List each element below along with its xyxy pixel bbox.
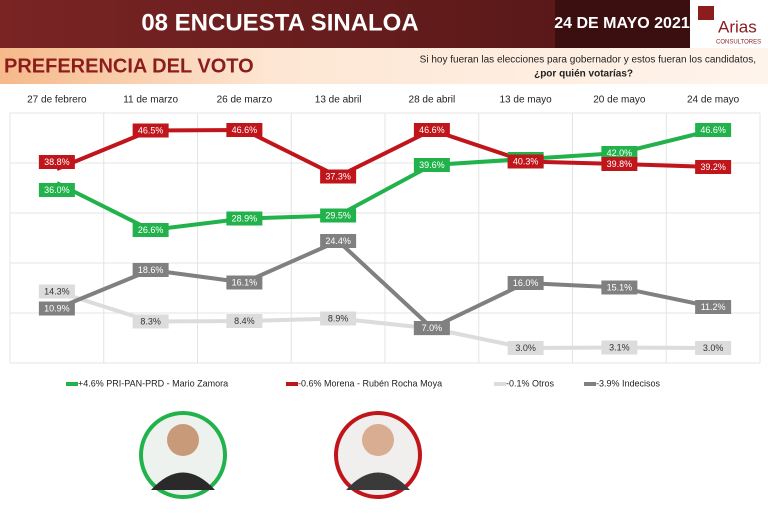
data-label: 39.6%: [419, 160, 445, 170]
legend-label: -3.9% Indecisos: [596, 378, 661, 388]
data-label-box: [601, 146, 638, 160]
x-tick-label: 27 de febrero: [27, 95, 87, 106]
header-title: 08 ENCUESTA SINALOA: [141, 9, 418, 36]
data-label-box: [413, 321, 450, 335]
data-label: 8.4%: [234, 316, 255, 326]
data-label: 10.9%: [44, 303, 70, 313]
data-label: 26.6%: [138, 225, 164, 235]
data-label: 46.6%: [700, 125, 726, 135]
photo-body: [346, 472, 410, 490]
question-line2: ¿por quién votarías?: [534, 69, 633, 80]
subheader-title: PREFERENCIA DEL VOTO: [4, 55, 254, 77]
data-label: 24.4%: [325, 236, 351, 246]
data-label: 14.3%: [44, 286, 70, 296]
data-label-box: [226, 211, 263, 226]
x-tick-label: 20 de mayo: [593, 95, 646, 106]
x-tick-label: 13 de mayo: [499, 95, 552, 106]
data-label-box: [132, 263, 169, 277]
data-label-box: [320, 311, 357, 326]
data-label-box: [38, 284, 75, 299]
data-label: 16.0%: [513, 278, 539, 288]
data-label-box: [413, 158, 450, 172]
header-date: 24 DE MAYO 2021: [554, 15, 690, 32]
chart: 27 de febrero 11 de marzo 26 de marzo 13 de…: [9, 95, 761, 388]
logo-subtext: CONSULTORES: [716, 40, 761, 46]
data-label-box: [507, 154, 544, 169]
logo-icon: [698, 6, 714, 20]
data-label: 8.3%: [140, 316, 161, 326]
legend-label: -0.1% Otros: [506, 378, 555, 388]
data-label: 3.0%: [703, 343, 724, 353]
data-label: 37.3%: [325, 171, 351, 181]
data-label-box: [132, 123, 169, 138]
data-label-box: [132, 223, 169, 237]
x-tick-label: 26 de marzo: [217, 95, 273, 106]
data-label-box: [601, 280, 638, 295]
question-line1: Si hoy fueran las elecciones para gobern…: [420, 55, 756, 66]
data-label: 39.2%: [700, 162, 726, 172]
data-label-box: [413, 123, 450, 137]
x-tick-label: 11 de marzo: [123, 95, 178, 106]
data-label-box: [320, 234, 357, 248]
data-label: 39.8%: [607, 159, 633, 169]
data-label-box: [226, 275, 263, 290]
subheader-band: [0, 48, 768, 84]
x-tick-label: 28 de abril: [409, 95, 456, 106]
data-label-box: [38, 155, 75, 169]
data-label-box: [695, 123, 732, 137]
data-label-box: [507, 341, 544, 355]
photo-body: [151, 472, 215, 490]
data-label: 36.0%: [44, 185, 70, 195]
x-tick-label: 24 de mayo: [687, 95, 740, 106]
data-label: 11.2%: [701, 302, 726, 312]
data-label: 29.5%: [325, 210, 351, 220]
data-label: 7.0%: [422, 323, 443, 333]
data-label-box: [320, 208, 357, 223]
data-label: 46.6%: [419, 125, 445, 135]
data-label-box: [695, 341, 732, 355]
photo-head: [362, 424, 394, 456]
data-label-box: [695, 160, 732, 174]
data-label: 8.9%: [328, 313, 349, 323]
data-label: 42.0%: [607, 148, 633, 158]
data-label-box: [320, 169, 357, 184]
legend-label: +4.6% PRI-PAN-PRD - Mario Zamora: [78, 378, 228, 388]
data-label: 15.1%: [607, 282, 633, 292]
data-label-box: [601, 157, 638, 171]
data-label-box: [601, 340, 638, 355]
data-label: 38.8%: [44, 157, 70, 167]
data-label-box: [38, 301, 75, 316]
data-label: 3.1%: [609, 342, 630, 352]
data-label: 46.6%: [232, 125, 258, 135]
data-label-box: [226, 123, 263, 137]
data-label: 40.3%: [513, 156, 539, 166]
photo-head: [167, 424, 199, 456]
data-label-box: [695, 300, 732, 314]
legend-label: -0.6% Morena - Rubén Rocha Moya: [298, 378, 442, 388]
data-label-box: [38, 183, 75, 197]
data-label-box: [132, 314, 169, 329]
data-label-box: [226, 314, 263, 328]
data-label: 18.6%: [138, 265, 164, 275]
data-label-box: [507, 276, 544, 290]
logo-text: Arias: [718, 17, 757, 36]
data-label: 16.1%: [232, 277, 258, 287]
date-box: [555, 0, 690, 48]
data-label: 3.0%: [515, 343, 536, 353]
x-tick-label: 13 de abril: [315, 95, 362, 106]
data-label: 46.5%: [138, 125, 164, 135]
data-label: 28.9%: [232, 213, 258, 223]
